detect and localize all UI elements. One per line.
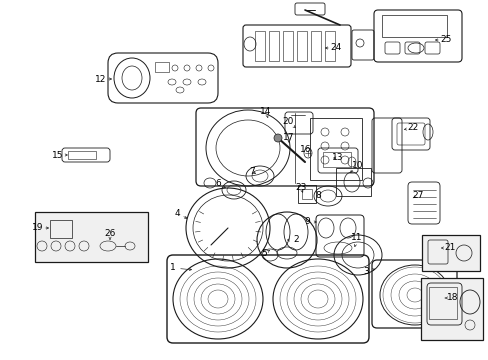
Text: 6: 6 (215, 180, 221, 189)
Text: 11: 11 (350, 234, 362, 243)
Text: 8: 8 (314, 190, 320, 199)
Ellipse shape (273, 134, 282, 142)
Bar (35, 212, 148, 262)
Text: 10: 10 (351, 161, 363, 170)
Text: 24: 24 (330, 44, 341, 53)
Text: 16: 16 (300, 145, 311, 154)
Text: 3: 3 (363, 267, 368, 276)
Bar (50, 220, 72, 238)
Bar (381, 15, 446, 37)
Text: 22: 22 (407, 123, 418, 132)
Text: 12: 12 (95, 75, 106, 84)
Bar (310, 31, 320, 61)
Text: 17: 17 (283, 134, 294, 143)
Bar (335, 168, 370, 196)
Text: 20: 20 (282, 117, 293, 126)
Text: 27: 27 (411, 190, 423, 199)
Text: 9: 9 (304, 217, 309, 226)
Bar (309, 118, 361, 180)
Bar (420, 278, 482, 340)
Text: 15: 15 (52, 150, 63, 159)
Bar (68, 151, 96, 159)
Text: 2: 2 (293, 235, 298, 244)
Text: 18: 18 (447, 293, 458, 302)
Bar (296, 31, 306, 61)
Text: 4: 4 (174, 208, 180, 217)
Bar (283, 31, 292, 61)
Bar (323, 152, 350, 167)
Text: 26: 26 (104, 230, 116, 238)
Bar (325, 31, 334, 61)
Text: 19: 19 (32, 224, 43, 233)
Text: 21: 21 (444, 243, 455, 252)
Text: 5: 5 (261, 249, 266, 258)
Text: 23: 23 (295, 184, 306, 193)
Bar (155, 62, 169, 72)
Bar (254, 31, 264, 61)
Bar (428, 287, 456, 319)
Text: 13: 13 (331, 153, 343, 162)
Bar (302, 189, 311, 199)
Text: 1: 1 (170, 264, 176, 273)
Text: 14: 14 (260, 108, 271, 117)
Text: 25: 25 (439, 36, 451, 45)
Text: 7: 7 (248, 166, 254, 175)
Bar (297, 185, 315, 203)
Bar (421, 235, 479, 271)
Bar (268, 31, 279, 61)
